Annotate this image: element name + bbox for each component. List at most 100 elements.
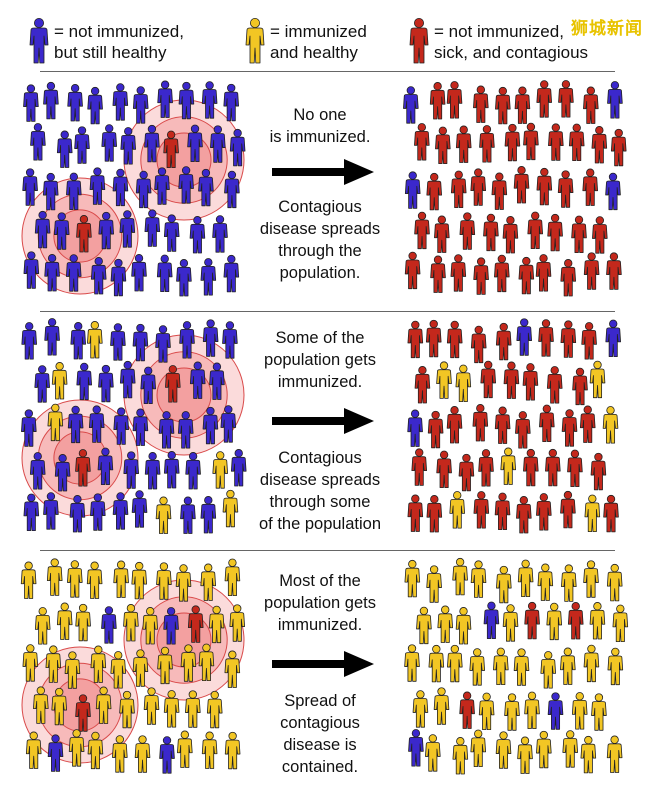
blue-person-icon bbox=[90, 257, 107, 295]
yellow-person-icon bbox=[502, 604, 519, 642]
red-person-icon bbox=[518, 256, 535, 295]
red-person-icon bbox=[470, 168, 487, 206]
yellow-person-icon bbox=[142, 607, 158, 645]
yellow-person-icon bbox=[25, 731, 42, 769]
blue-person-icon bbox=[178, 166, 194, 204]
yellow-person-icon bbox=[561, 564, 577, 602]
red-person-icon bbox=[592, 216, 608, 254]
blue-person-icon bbox=[210, 125, 226, 163]
blue-person-icon bbox=[98, 211, 114, 250]
divider-bottom bbox=[40, 550, 615, 551]
yellow-person-icon bbox=[224, 558, 241, 597]
panel-1-top-text: No one is immunized. bbox=[269, 106, 371, 146]
yellow-person-icon bbox=[589, 602, 606, 640]
yellow-person-icon bbox=[607, 647, 624, 686]
blue-person-icon bbox=[408, 729, 424, 767]
blue-person-icon bbox=[135, 170, 152, 209]
red-person-icon bbox=[75, 694, 91, 732]
blue-person-icon bbox=[23, 251, 40, 289]
red-person-icon bbox=[491, 172, 508, 210]
blue-person-icon bbox=[23, 493, 40, 532]
yellow-person-icon bbox=[123, 604, 139, 642]
red-person-icon bbox=[426, 495, 443, 533]
yellow-person-icon bbox=[583, 644, 600, 683]
yellow-person-icon bbox=[64, 651, 81, 689]
yellow-person-icon bbox=[34, 607, 51, 645]
yellow-person-icon bbox=[425, 734, 441, 772]
blue-person-icon bbox=[110, 323, 126, 361]
blue-person-icon bbox=[101, 606, 117, 644]
red-person-icon bbox=[446, 406, 463, 444]
yellow-person-icon bbox=[185, 690, 201, 728]
blue-person-icon bbox=[23, 84, 39, 122]
blue-person-icon bbox=[98, 364, 114, 403]
blue-person-icon bbox=[220, 405, 237, 443]
panel-2-top-text: Some of the population gets immunized. bbox=[264, 329, 376, 391]
yellow-person-icon bbox=[562, 730, 579, 768]
legend-text-not-immunized: = not immunized, but still healthy bbox=[54, 22, 184, 62]
yellow-person-icon bbox=[513, 648, 530, 686]
yellow-person-icon bbox=[452, 557, 468, 596]
blue-person-icon bbox=[144, 452, 161, 490]
blue-person-icon bbox=[224, 170, 240, 209]
yellow-person-icon bbox=[517, 736, 533, 774]
yellow-person-icon bbox=[90, 645, 107, 683]
red-person-icon bbox=[567, 602, 584, 640]
blue-person-icon bbox=[44, 254, 60, 292]
blue-person-icon bbox=[76, 362, 92, 401]
blue-person-icon bbox=[47, 734, 64, 772]
blue-person-icon bbox=[403, 86, 419, 124]
red-person-icon bbox=[536, 167, 553, 206]
red-person-icon bbox=[560, 259, 577, 297]
yellow-person-icon bbox=[180, 644, 197, 682]
blue-person-icon bbox=[607, 81, 623, 119]
blue-person-icon bbox=[29, 18, 49, 64]
blue-person-icon bbox=[54, 454, 71, 492]
red-person-icon bbox=[591, 126, 608, 164]
yellow-person-icon bbox=[87, 731, 104, 770]
yellow-person-icon bbox=[155, 496, 172, 534]
blue-person-icon bbox=[547, 692, 564, 730]
yellow-person-icon bbox=[86, 561, 103, 599]
red-person-icon bbox=[404, 251, 421, 290]
red-person-icon bbox=[407, 494, 424, 532]
red-person-icon bbox=[523, 448, 539, 487]
red-person-icon bbox=[606, 252, 622, 290]
red-person-icon bbox=[427, 410, 444, 449]
red-person-icon bbox=[414, 211, 430, 250]
yellow-person-icon bbox=[426, 565, 442, 603]
blue-person-icon bbox=[67, 405, 84, 444]
blue-person-icon bbox=[22, 168, 38, 206]
red-person-icon bbox=[75, 449, 91, 487]
red-person-icon bbox=[590, 452, 607, 491]
blue-person-icon bbox=[89, 167, 106, 205]
red-person-icon bbox=[434, 215, 450, 253]
blue-person-icon bbox=[56, 130, 73, 168]
red-person-icon bbox=[527, 211, 544, 249]
red-person-icon bbox=[436, 450, 452, 489]
red-person-icon bbox=[546, 366, 563, 404]
blue-person-icon bbox=[157, 80, 173, 118]
yellow-person-icon bbox=[606, 563, 623, 602]
yellow-person-icon bbox=[200, 563, 216, 601]
blue-person-icon bbox=[112, 83, 129, 121]
red-person-icon bbox=[535, 254, 552, 292]
yellow-person-icon bbox=[612, 604, 629, 643]
blue-person-icon bbox=[43, 81, 59, 120]
yellow-person-icon bbox=[222, 489, 239, 528]
yellow-person-icon bbox=[177, 730, 193, 768]
blue-person-icon bbox=[67, 84, 83, 122]
yellow-person-icon bbox=[469, 648, 486, 686]
yellow-person-icon bbox=[478, 692, 495, 731]
yellow-person-icon bbox=[433, 687, 450, 725]
red-person-icon bbox=[572, 367, 588, 406]
yellow-person-icon bbox=[455, 607, 472, 645]
blue-person-icon bbox=[159, 736, 175, 774]
yellow-person-icon bbox=[46, 558, 63, 596]
blue-person-icon bbox=[65, 254, 82, 292]
blue-person-icon bbox=[404, 171, 421, 209]
red-person-icon bbox=[446, 81, 463, 119]
red-person-icon bbox=[513, 166, 530, 204]
blue-person-icon bbox=[158, 411, 175, 449]
red-person-icon bbox=[494, 406, 511, 444]
